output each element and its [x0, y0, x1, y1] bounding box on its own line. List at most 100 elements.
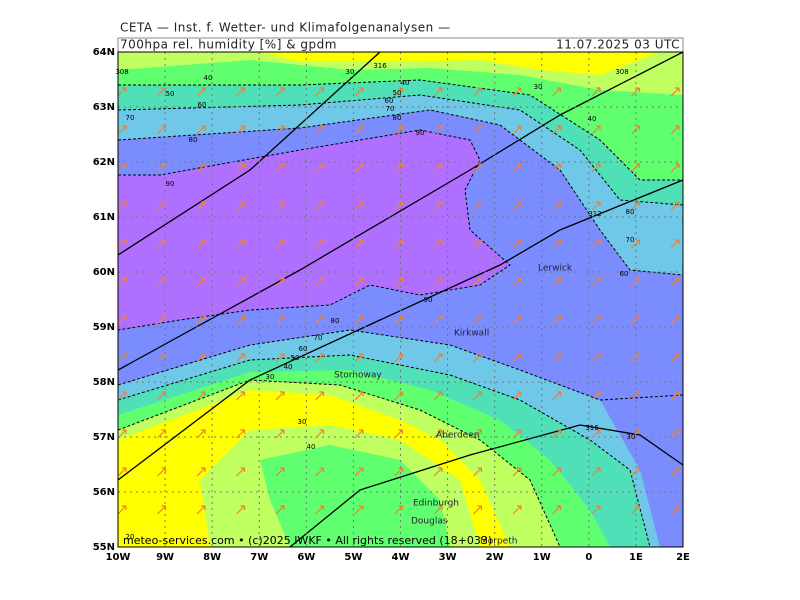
wind-arrow — [433, 87, 443, 97]
wind-arrow — [236, 315, 246, 325]
wind-arrow — [394, 353, 404, 363]
contour-label: 80 — [393, 114, 402, 122]
wind-arrow — [157, 315, 167, 325]
contour-label: 308 — [615, 68, 628, 76]
wind-arrow — [670, 125, 680, 135]
wind-arrow — [552, 315, 562, 325]
contour-label: 90 — [424, 296, 433, 304]
field-blue — [600, 380, 683, 547]
contour-label: 70 — [626, 236, 635, 244]
city-label: Kirkwall — [454, 329, 489, 339]
wind-arrow — [157, 201, 167, 211]
contour-label: 70 — [314, 334, 323, 342]
wind-arrow — [118, 315, 127, 325]
wind-arrow — [354, 391, 364, 401]
contour-line — [118, 129, 511, 331]
wind-arrow — [315, 125, 325, 135]
wind-arrow — [473, 429, 483, 439]
wind-arrow — [552, 87, 562, 97]
lat-label: 55N — [93, 542, 115, 553]
wind-arrow — [157, 239, 167, 249]
wind-arrow — [394, 125, 404, 135]
wind-arrow — [315, 467, 325, 477]
city-label: Morpeth — [480, 537, 517, 547]
wind-arrow — [118, 353, 127, 363]
wind-arrow — [591, 277, 601, 287]
wind-arrow — [275, 505, 285, 515]
contour-label: 50 — [393, 89, 402, 97]
wind-arrow — [354, 315, 364, 325]
contour-label: 60 — [299, 345, 308, 353]
wind-arrow — [591, 163, 601, 173]
wind-arrow — [275, 163, 285, 173]
wind-arrow — [433, 429, 443, 439]
wind-arrow — [196, 125, 206, 135]
wind-arrow — [236, 505, 246, 515]
wind-arrow — [512, 239, 522, 249]
wind-arrow — [631, 429, 641, 439]
contour-label: 30 — [346, 68, 355, 76]
wind-arrow — [196, 467, 206, 477]
wind-arrow — [315, 391, 325, 401]
wind-arrow — [394, 467, 404, 477]
lat-label: 60N — [93, 267, 115, 278]
wind-arrow — [118, 125, 127, 135]
wind-arrow — [631, 315, 641, 325]
wind-arrow — [591, 315, 601, 325]
wind-arrow — [157, 429, 167, 439]
wind-arrow — [275, 391, 285, 401]
contour-label: 40 — [588, 115, 597, 123]
wind-arrow — [236, 239, 246, 249]
wind-arrow — [275, 277, 285, 287]
wind-arrow — [315, 163, 325, 173]
wind-arrow — [118, 239, 127, 249]
wind-arrow — [433, 315, 443, 325]
wind-arrow — [275, 353, 285, 363]
wind-arrow — [512, 315, 522, 325]
wind-arrow — [433, 353, 443, 363]
wind-arrow — [670, 87, 680, 97]
wind-arrow — [631, 391, 641, 401]
wind-arrow — [670, 391, 680, 401]
wind-arrow — [552, 391, 562, 401]
wind-arrow — [275, 429, 285, 439]
wind-arrow — [433, 391, 443, 401]
wind-arrow — [591, 125, 601, 135]
wind-arrow — [473, 87, 483, 97]
wind-arrow — [631, 239, 641, 249]
wind-arrow — [275, 125, 285, 135]
wind-arrow — [118, 163, 127, 173]
lon-label: 9W — [156, 552, 174, 563]
wind-arrow — [512, 163, 522, 173]
lon-label: 8W — [203, 552, 221, 563]
wind-arrow — [118, 467, 127, 477]
wind-arrow — [552, 125, 562, 135]
wind-arrow — [236, 277, 246, 287]
wind-arrow — [433, 239, 443, 249]
wind-arrow — [236, 467, 246, 477]
wind-arrow — [118, 277, 127, 287]
wind-arrow — [354, 201, 364, 211]
wind-arrow — [552, 201, 562, 211]
wind-arrow — [157, 277, 167, 287]
lat-label: 57N — [93, 432, 115, 443]
wind-arrow — [157, 505, 167, 515]
wind-arrow — [354, 163, 364, 173]
contour-label: 312 — [588, 210, 601, 218]
wind-arrow — [118, 201, 127, 211]
contour-label: 50 — [166, 90, 175, 98]
wind-arrow — [552, 429, 562, 439]
wind-arrow — [631, 163, 641, 173]
wind-arrow — [473, 315, 483, 325]
wind-arrow — [236, 87, 246, 97]
wind-arrow — [157, 163, 167, 173]
contour-label: 70 — [386, 105, 395, 113]
wind-arrow — [670, 163, 680, 173]
lat-label: 62N — [93, 157, 115, 168]
wind-arrow — [196, 353, 206, 363]
contour-label: 30 — [266, 373, 275, 381]
wind-arrow — [275, 87, 285, 97]
wind-arrow — [315, 505, 325, 515]
geopotential-line — [289, 424, 683, 547]
field-purple — [118, 130, 510, 330]
